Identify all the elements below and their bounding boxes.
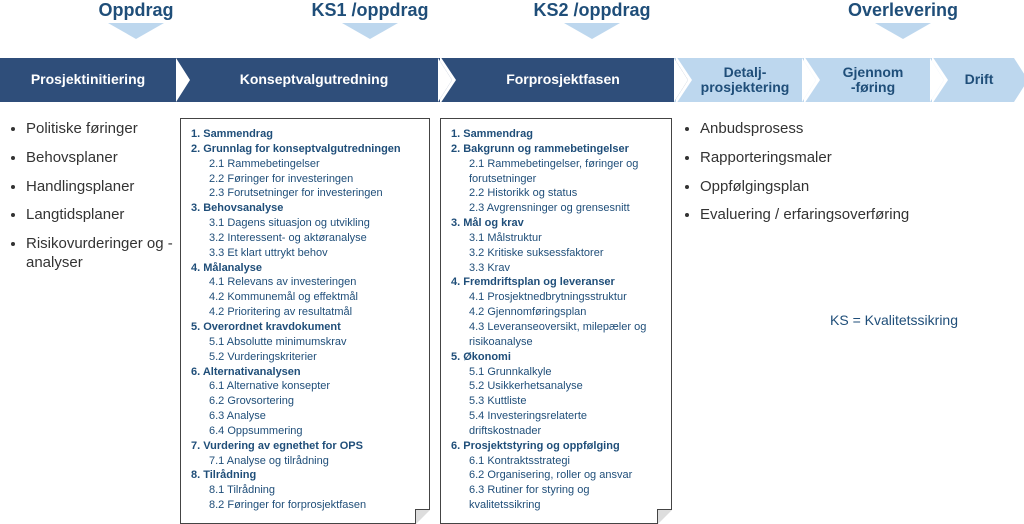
list-item: Handlingsplaner: [26, 178, 178, 197]
doc-subitem: 6.1 Alternative konsepter: [191, 379, 419, 394]
doc-subitem: 4.2 Prioritering av resultatmål: [191, 305, 419, 320]
doc-heading: 6. Prosjektstyring og oppfølging: [451, 439, 661, 454]
doc-subitem: 3.3 Et klart uttrykt behov: [191, 246, 419, 261]
list-item: Behovsplaner: [26, 149, 178, 168]
phase-label: Drift: [961, 72, 998, 87]
doc-subitem: 5.3 Kuttliste: [451, 394, 661, 409]
down-triangle-icon: [108, 23, 164, 39]
phase-chevron: Prosjektinitiering: [0, 58, 176, 102]
top-marker-label: KS1 /oppdrag: [310, 0, 430, 21]
list-item: Risikovurderinger og -analyser: [26, 235, 178, 273]
doc-heading: 1. Sammendrag: [451, 127, 661, 142]
doc-subitem: 5.1 Grunnkalkyle: [451, 365, 661, 380]
doc-subitem: 3.3 Krav: [451, 261, 661, 276]
phase-chevron: Drift: [930, 58, 1014, 102]
doc-subitem: 2.1 Rammebetingelser, føringer og foruts…: [451, 157, 661, 187]
list-item: Anbudsprosess: [700, 120, 1012, 139]
doc-subitem: 4.2 Gjennomføringsplan: [451, 305, 661, 320]
top-marker: KS1 /oppdrag: [310, 0, 430, 39]
doc-heading: 5. Overordnet kravdokument: [191, 320, 419, 335]
col-initiering: Politiske føringer Behovsplaner Handlingsp…: [8, 120, 178, 283]
doc-subitem: 4.1 Relevans av investeringen: [191, 275, 419, 290]
doc-heading: 3. Mål og krav: [451, 216, 661, 231]
doc-subitem: 3.2 Kritiske suksessfaktorer: [451, 246, 661, 261]
phase-chevron: Gjennom-føring: [802, 58, 930, 102]
doc-heading: 8. Tilrådning: [191, 468, 419, 483]
phase-bar: Prosjektinitiering Konseptvalgutredning Fo…: [0, 58, 1024, 102]
doc-heading: 7. Vurdering av egnethet for OPS: [191, 439, 419, 454]
doc-subitem: 3.2 Interessent- og aktøranalyse: [191, 231, 419, 246]
doc-subitem: 6.1 Kontraktsstrategi: [451, 454, 661, 469]
doc-subitem: 4.3 Leveranseoversikt, milepæler og risi…: [451, 320, 661, 350]
doc-subitem: 5.2 Usikkerhetsanalyse: [451, 379, 661, 394]
initiering-list: Politiske føringer Behovsplaner Handlingsp…: [8, 120, 178, 273]
phase-label: Gjennom-føring: [839, 65, 908, 96]
doc-subitem: 2.3 Avgrensninger og grensesnitt: [451, 201, 661, 216]
top-marker-label: Overlevering: [843, 0, 963, 21]
doc-subitem: 5.2 Vurderingskriterier: [191, 350, 419, 365]
ks-note: KS = Kvalitetssikring: [830, 312, 958, 328]
top-markers: Oppdrag KS1 /oppdrag KS2 /oppdrag Overlever…: [0, 0, 1024, 50]
list-item: Evaluering / erfaringsoverføring: [700, 206, 1012, 225]
doc-subitem: 4.1 Prosjektnedbrytningsstruktur: [451, 290, 661, 305]
list-item: Langtidsplaner: [26, 206, 178, 225]
doc-subitem: 2.1 Rammebetingelser: [191, 157, 419, 172]
doc-subitem: 7.1 Analyse og tilrådning: [191, 454, 419, 469]
doc-subitem: 3.1 Målstruktur: [451, 231, 661, 246]
top-marker: Overlevering: [843, 0, 963, 39]
phase-label: Forprosjektfasen: [502, 72, 624, 87]
doc-heading: 1. Sammendrag: [191, 127, 419, 142]
down-triangle-icon: [875, 23, 931, 39]
doc-subitem: 2.2 Føringer for investeringen: [191, 172, 419, 187]
doc-heading: 5. Økonomi: [451, 350, 661, 365]
doc-subitem: 6.2 Grovsortering: [191, 394, 419, 409]
top-marker-label: Oppdrag: [76, 0, 196, 21]
doc-heading: 4. Målanalyse: [191, 261, 419, 276]
top-marker: KS2 /oppdrag: [532, 0, 652, 39]
col-detalj: Anbudsprosess Rapporteringsmaler Oppfølgin…: [682, 120, 1012, 235]
doc-subitem: 8.2 Føringer for forprosjektfasen: [191, 498, 419, 513]
phase-chevron: Konseptvalgutredning: [176, 58, 438, 102]
doc-subitem: 6.4 Oppsummering: [191, 424, 419, 439]
down-triangle-icon: [564, 23, 620, 39]
doc-subitem: 2.3 Forutsetninger for investeringen: [191, 186, 419, 201]
doc-heading: 2. Bakgrunn og rammebetingelser: [451, 142, 661, 157]
doc-heading: 2. Grunnlag for konseptvalgutredningen: [191, 142, 419, 157]
doc-forprosjekt: 1. Sammendrag2. Bakgrunn og rammebetinge…: [440, 118, 672, 524]
doc-subitem: 4.2 Kommunemål og effektmål: [191, 290, 419, 305]
doc-heading: 3. Behovsanalyse: [191, 201, 419, 216]
doc-konseptvalg: 1. Sammendrag2. Grunnlag for konseptvalg…: [180, 118, 430, 524]
doc-subitem: 5.4 Investeringsrelaterte driftskostnade…: [451, 409, 661, 439]
doc-subitem: 6.3 Rutiner for styring og kvalitetssikr…: [451, 483, 661, 513]
doc-subitem: 2.2 Historikk og status: [451, 186, 661, 201]
doc-subitem: 8.1 Tilrådning: [191, 483, 419, 498]
doc-subitem: 6.2 Organisering, roller og ansvar: [451, 468, 661, 483]
list-item: Oppfølgingsplan: [700, 178, 1012, 197]
doc-heading: 6. Alternativanalysen: [191, 365, 419, 380]
list-item: Rapporteringsmaler: [700, 149, 1012, 168]
doc-heading: 4. Fremdriftsplan og leveranser: [451, 275, 661, 290]
list-item: Politiske føringer: [26, 120, 178, 139]
phase-label: Prosjektinitiering: [27, 72, 149, 87]
top-marker-label: KS2 /oppdrag: [532, 0, 652, 21]
doc-subitem: 5.1 Absolutte minimumskrav: [191, 335, 419, 350]
phase-chevron: Detalj-prosjektering: [674, 58, 802, 102]
phase-chevron: Forprosjektfasen: [438, 58, 674, 102]
phase-label: Detalj-prosjektering: [697, 65, 794, 96]
down-triangle-icon: [342, 23, 398, 39]
detalj-list: Anbudsprosess Rapporteringsmaler Oppfølgin…: [682, 120, 1012, 225]
doc-subitem: 6.3 Analyse: [191, 409, 419, 424]
doc-subitem: 3.1 Dagens situasjon og utvikling: [191, 216, 419, 231]
top-marker: Oppdrag: [76, 0, 196, 39]
phase-label: Konseptvalgutredning: [236, 72, 393, 87]
